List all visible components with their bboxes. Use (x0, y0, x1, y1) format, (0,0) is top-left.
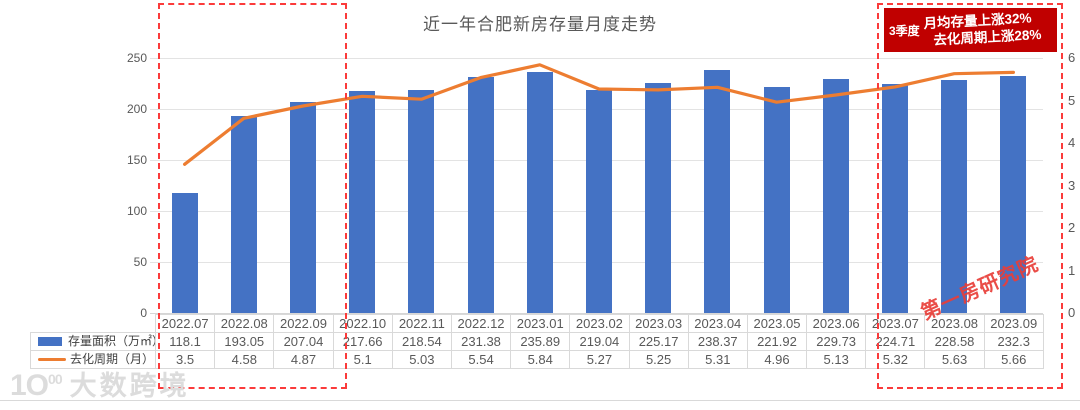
value-cell: 5.27 (569, 350, 630, 369)
bar-2023.05 (763, 86, 790, 313)
value-cell: 231.38 (450, 332, 512, 351)
month-header-cell: 2022.07 (154, 314, 216, 333)
bar-2022.12 (467, 76, 494, 313)
month-header-cell: 2023.04 (687, 314, 748, 333)
left-axis-tick-label: 0 (140, 306, 147, 320)
series-name-label: 存量面积（万㎡） (68, 334, 156, 348)
bar-2023.01 (526, 72, 553, 313)
q3-annotation-lines: 月均存量上涨32% 去化周期上涨28% (923, 10, 1042, 50)
month-header-cell: 2022.10 (332, 314, 393, 333)
value-cell: 5.66 (983, 350, 1044, 369)
value-cell: 218.54 (391, 332, 452, 351)
legend-cell-bar: 存量面积（万㎡） (30, 332, 156, 351)
month-header-cell: 2023.03 (628, 314, 689, 333)
month-header-cell: 2022.12 (450, 314, 512, 333)
bar-2022.11 (408, 90, 435, 313)
value-cell: 232.3 (983, 332, 1044, 351)
right-axis-tick-label: 1 (1068, 262, 1076, 278)
line-series-layer (183, 63, 1016, 166)
value-cell: 3.5 (154, 350, 216, 369)
value-cell: 5.1 (332, 350, 393, 369)
series-name-label: 去化周期（月） (70, 352, 155, 366)
value-cell: 193.05 (214, 332, 275, 351)
month-header-cell: 2022.09 (273, 314, 334, 333)
gridline (150, 313, 1043, 314)
value-cell: 228.58 (924, 332, 985, 351)
right-axis-tick-label: 2 (1068, 220, 1076, 235)
value-cell: 5.54 (450, 350, 512, 369)
value-cell: 221.92 (746, 332, 808, 351)
month-header-cell: 2022.08 (214, 314, 275, 333)
month-header-cell: 2022.11 (391, 314, 452, 333)
month-header-cell: 2023.07 (865, 314, 926, 333)
month-header-cell: 2023.01 (510, 314, 571, 333)
month-header-cell: 2023.09 (983, 314, 1044, 333)
bar-2022.10 (349, 90, 376, 313)
left-axis-tick-label: 250 (126, 51, 147, 65)
bar-2023.06 (822, 78, 849, 313)
left-axis-tick-label: 100 (126, 204, 147, 218)
right-axis-tick-label: 4 (1068, 135, 1076, 150)
right-axis-tick-label: 0 (1068, 305, 1076, 320)
line-series-path (183, 63, 1016, 166)
bar-2023.02 (586, 89, 612, 313)
value-cell: 5.25 (628, 350, 689, 369)
value-cell: 5.84 (510, 350, 571, 369)
month-header-cell: 2023.08 (924, 314, 985, 333)
left-axis-tick-label: 50 (133, 255, 147, 269)
line-series-swatch-icon (38, 358, 66, 362)
value-cell: 118.1 (154, 332, 216, 351)
bar-2023.09 (1000, 76, 1027, 313)
bar-2022.09 (290, 101, 316, 313)
gridline (150, 58, 1043, 59)
left-axis-tick-label: 150 (126, 153, 147, 167)
bar-2023.08 (941, 79, 968, 313)
right-axis-tick-label: 3 (1068, 177, 1076, 193)
table-corner-blank (31, 315, 156, 333)
table-series-row-2: 去化周期（月） 3.5 4.58 4.87 5.1 5.03 5.54 5.84 5.27 5.2… (30, 350, 1044, 369)
value-cell: 5.03 (391, 350, 452, 369)
right-axis-tick-label: 6 (1068, 50, 1076, 65)
right-axis-tick-label: 5 (1068, 92, 1076, 108)
value-cell: 4.58 (214, 350, 275, 369)
value-cell: 217.66 (332, 332, 393, 351)
month-header-cell: 2023.02 (569, 314, 630, 333)
logo-text: 大数跨境 (69, 371, 190, 401)
value-cell: 229.73 (806, 332, 867, 351)
frame-bottom-border (0, 400, 1080, 401)
value-cell: 5.63 (924, 350, 985, 369)
data-table: 2022.07 2022.08 2022.09 2022.10 2022.11 2022.… (30, 314, 1044, 369)
value-cell: 238.37 (687, 332, 748, 351)
bar-2022.08 (230, 116, 257, 313)
left-axis-tick-label: 200 (126, 102, 147, 116)
value-cell: 224.71 (865, 332, 926, 351)
q3-annotation-box: 3季度 月均存量上涨32% 去化周期上涨28% (884, 8, 1057, 52)
dashukuajing-logo: 1Ο00 大数跨境 (10, 364, 190, 403)
table-series-row-1: 存量面积（万㎡） 118.1 193.05 207.04 217.66 218.54 231… (30, 332, 1044, 351)
bar-2023.04 (704, 69, 731, 313)
value-cell: 5.13 (806, 350, 867, 369)
month-header-cell: 2023.05 (746, 314, 808, 333)
bar-2023.03 (645, 83, 672, 313)
value-cell: 207.04 (273, 332, 334, 351)
value-cell: 4.96 (746, 350, 808, 369)
bar-2022.07 (171, 192, 198, 313)
q3-annotation-quarter: 3季度 (889, 23, 920, 38)
logo-mark-icon: 1Ο00 (10, 369, 63, 402)
month-header-cell: 2023.06 (806, 314, 867, 333)
chart-title: 近一年合肥新房存量月度走势 (423, 15, 657, 34)
value-cell: 225.17 (628, 332, 689, 351)
value-cell: 235.89 (510, 332, 571, 351)
bar-series-swatch-icon (38, 337, 62, 347)
value-cell: 4.87 (273, 350, 334, 369)
value-cell: 219.04 (569, 332, 630, 351)
bar-2023.07 (882, 83, 908, 313)
value-cell: 5.31 (687, 350, 748, 369)
value-cell: 5.32 (865, 350, 926, 369)
table-header-row: 2022.07 2022.08 2022.09 2022.10 2022.11 2022.… (31, 314, 1044, 333)
